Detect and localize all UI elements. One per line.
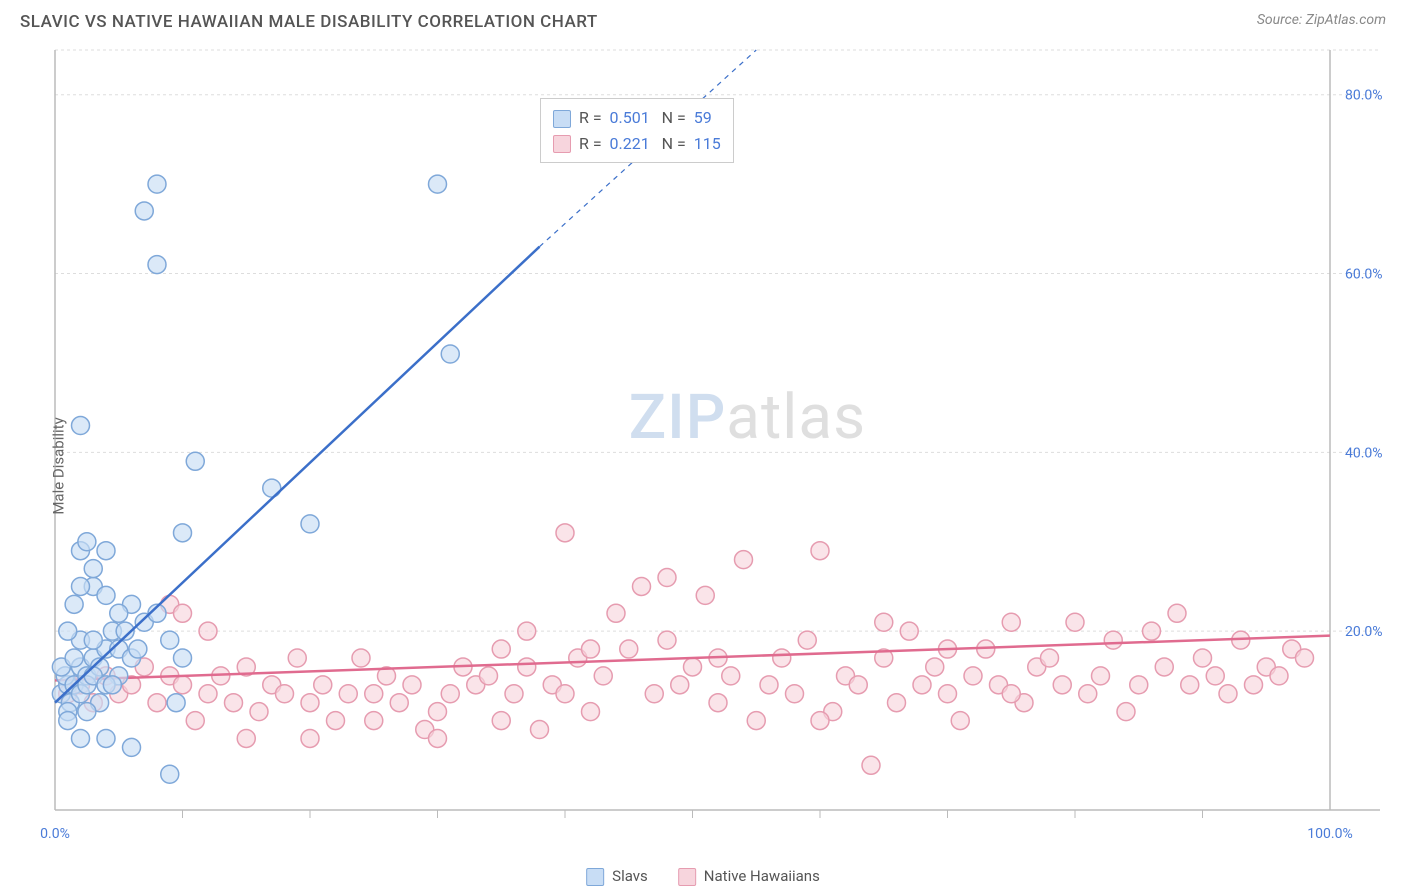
- svg-text:0.0%: 0.0%: [40, 826, 70, 842]
- series-legend: Slavs Native Hawaiians: [586, 867, 820, 886]
- correlation-row: R = 0.221 N = 115: [553, 131, 721, 157]
- chart-area: Male Disability 0.0% 100.0% 20.0% 40.0% 60.0…: [0, 40, 1406, 892]
- legend-item: Native Hawaiians: [678, 867, 820, 886]
- scatter-chart: 0.0% 100.0% 20.0% 40.0% 60.0% 80.0%: [0, 40, 1406, 870]
- correlation-row: R = 0.501 N = 59: [553, 105, 721, 131]
- chart-title: SLAVIC VS NATIVE HAWAIIAN MALE DISABILIT…: [20, 12, 598, 32]
- svg-text:20.0%: 20.0%: [1345, 624, 1383, 640]
- y-axis-label: Male Disability: [50, 417, 68, 514]
- svg-text:80.0%: 80.0%: [1345, 88, 1383, 104]
- svg-text:40.0%: 40.0%: [1345, 445, 1383, 461]
- legend-item: Slavs: [586, 867, 648, 886]
- correlation-legend: R = 0.501 N = 59R = 0.221 N = 115: [540, 98, 734, 163]
- svg-text:100.0%: 100.0%: [1307, 826, 1352, 842]
- svg-text:60.0%: 60.0%: [1345, 267, 1383, 283]
- source-label: Source: ZipAtlas.com: [1257, 12, 1386, 28]
